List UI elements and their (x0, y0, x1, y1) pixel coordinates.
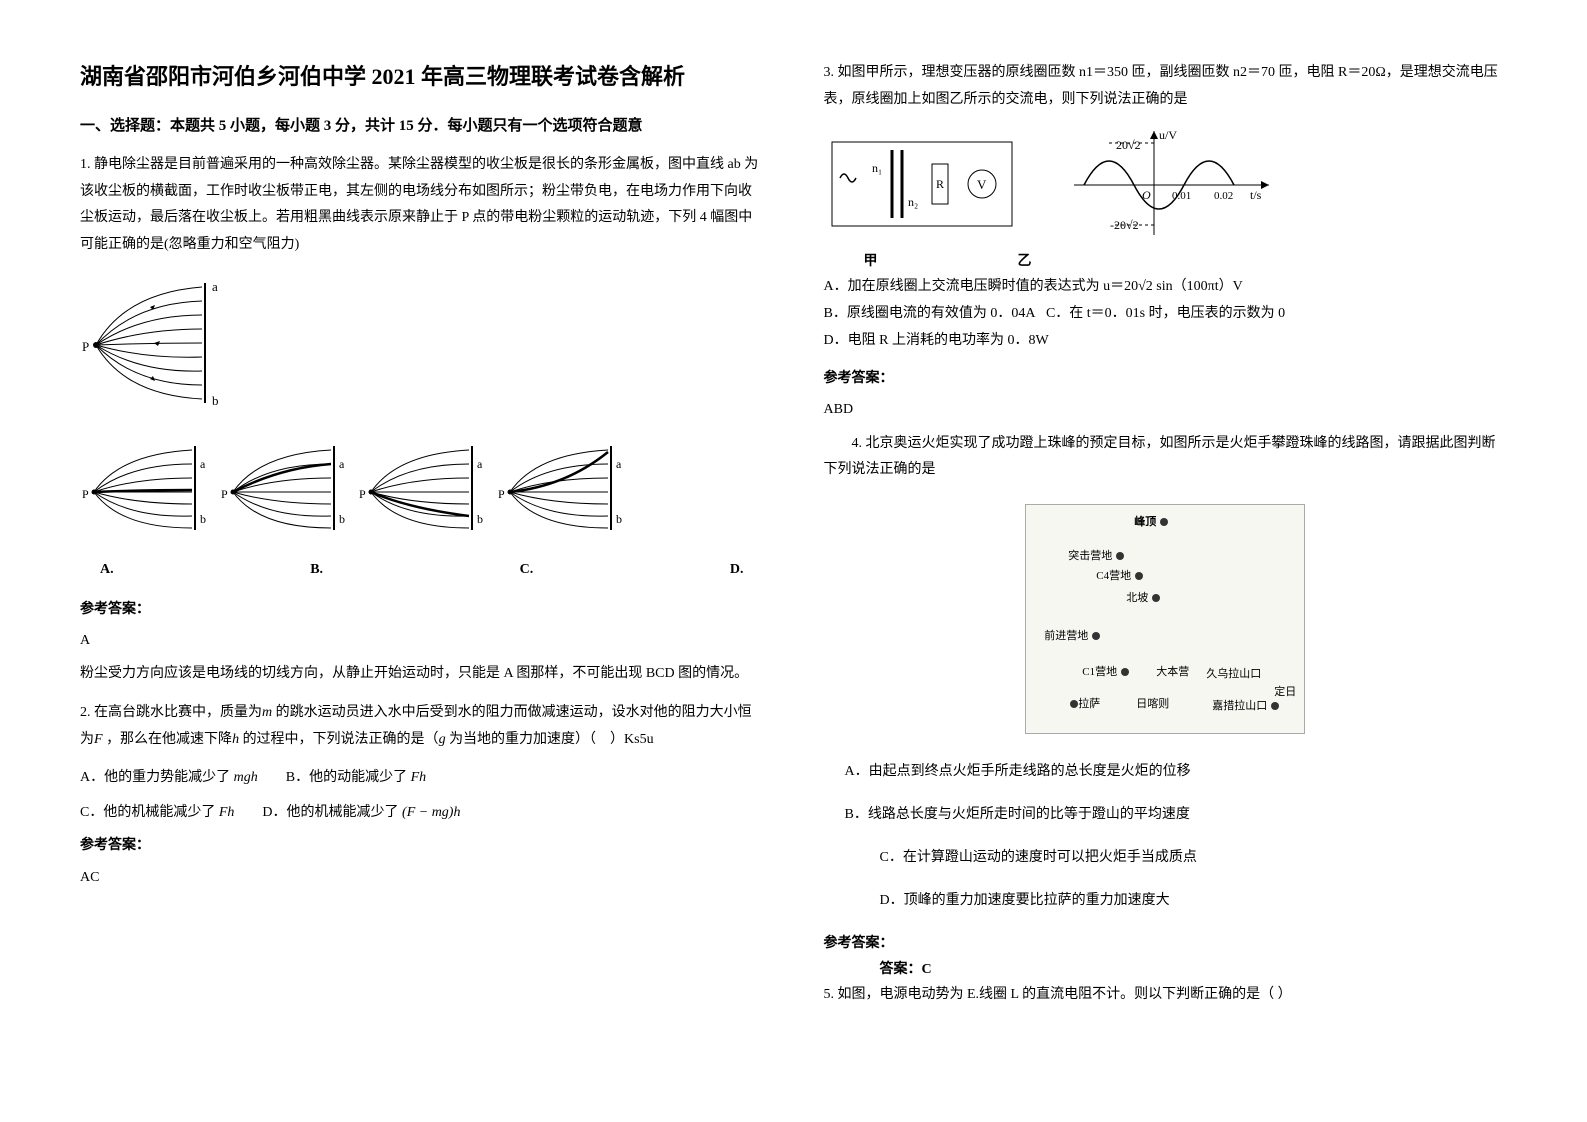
q2-optA: A．他的重力势能减少了 mgh B．他的动能减少了 Fh (80, 765, 764, 790)
q1-optD-figure: a b P (496, 438, 631, 547)
svg-text:0.02: 0.02 (1214, 190, 1233, 202)
svg-text:u/V: u/V (1159, 128, 1177, 142)
svg-text:a: a (212, 279, 218, 294)
svg-text:a: a (616, 457, 622, 471)
svg-text:P: P (82, 339, 89, 354)
svg-text:20√2: 20√2 (1116, 138, 1141, 152)
q2-answer-label: 参考答案： (80, 833, 764, 858)
q4-optB: B．线路总长度与火炬所走时间的比等于蹬山的平均速度 (824, 802, 1508, 827)
svg-text:P: P (498, 487, 505, 501)
svg-text:t/s: t/s (1250, 188, 1262, 202)
q1-option-figures: a b P a b (80, 438, 764, 582)
q1-optC-figure: a b P (357, 438, 492, 547)
svg-text:a: a (477, 457, 483, 471)
q4-answer-label: 参考答案： (824, 931, 1508, 956)
svg-text:O: O (1142, 188, 1151, 202)
q3-cap-b: 乙 (1018, 249, 1032, 274)
q1-answer: A (80, 628, 764, 653)
q1-optA-figure: a b P (80, 438, 215, 547)
svg-text:P: P (359, 487, 366, 501)
q3-cap-a: 甲 (864, 249, 878, 274)
q4-optA: A．由起点到终点火炬手所走线路的总长度是火炬的位移 (824, 759, 1508, 784)
q1-optB-label: B. (310, 557, 323, 582)
q2-text-a: 2. 在高台跳水比赛中，质量为 (80, 705, 262, 720)
svg-text:0.01: 0.01 (1172, 190, 1191, 202)
svg-text:b: b (477, 512, 483, 526)
right-column: 3. 如图甲所示，理想变压器的原线圈匝数 n1＝350 匝，副线圈匝数 n2＝7… (824, 60, 1508, 1020)
question-4: 4. 北京奥运火炬实现了成功蹬上珠峰的预定目标，如图所示是火炬手攀蹬珠峰的线路图… (824, 431, 1508, 484)
svg-text:a: a (200, 457, 206, 471)
svg-text:R: R (936, 177, 944, 191)
q2-optC: C．他的机械能减少了 Fh D．他的机械能减少了 (F − mg)h (80, 800, 764, 825)
section1-heading: 一、选择题：本题共 5 小题，每小题 3 分，共计 15 分．每小题只有一个选项… (80, 113, 764, 140)
svg-text:P: P (221, 487, 228, 501)
q1-answer-label: 参考答案： (80, 597, 764, 622)
q2-text-c: ，那么在他减速下降 (106, 732, 232, 747)
svg-text:P: P (82, 487, 89, 501)
svg-text:b: b (616, 512, 622, 526)
q3-answer: ABD (824, 397, 1508, 422)
q1-optD-label: D. (730, 557, 744, 582)
question-3: 3. 如图甲所示，理想变压器的原线圈匝数 n1＝350 匝，副线圈匝数 n2＝7… (824, 60, 1508, 113)
svg-text:n₂: n₂ (908, 195, 918, 209)
q4-answer: 答案：C (824, 957, 1508, 982)
q1-optA-label: A. (100, 557, 114, 582)
q1-text: 1. 静电除尘器是目前普遍采用的一种高效除尘器。某除尘器模型的收尘板是很长的条形… (80, 157, 758, 252)
q4-map-figure: 峰顶 突击营地 C4营地 北坡 前进营地 C1营地 大本营 久乌拉山口 拉萨 日… (1025, 504, 1305, 734)
svg-text:n₁: n₁ (872, 161, 882, 175)
question-1: 1. 静电除尘器是目前普遍采用的一种高效除尘器。某除尘器模型的收尘板是很长的条形… (80, 152, 764, 258)
q2-answer: AC (80, 865, 764, 890)
svg-text:b: b (339, 512, 345, 526)
q4-optC: C．在计算蹬山运动的速度时可以把火炬手当成质点 (824, 845, 1508, 870)
q3-answer-label: 参考答案： (824, 366, 1508, 391)
q4-optD: D．顶峰的重力加速度要比拉萨的重力加速度大 (824, 888, 1508, 913)
q2-text-e: 为当地的重力加速度）（ ）Ks5u (449, 732, 654, 747)
paper-title: 湖南省邵阳市河伯乡河伯中学 2021 年高三物理联考试卷含解析 (80, 60, 764, 93)
svg-text:a: a (339, 457, 345, 471)
question-5: 5. 如图，电源电动势为 E.线圈 L 的直流电阻不计。则以下判断正确的是（ ） (824, 982, 1508, 1009)
left-column: 湖南省邵阳市河伯乡河伯中学 2021 年高三物理联考试卷含解析 一、选择题：本题… (80, 60, 764, 1020)
q1-optC-label: C. (520, 557, 534, 582)
q1-explain: 粉尘受力方向应该是电场线的切线方向，从静止开始运动时，只能是 A 图那样，不可能… (80, 661, 764, 688)
svg-text:b: b (212, 393, 219, 408)
svg-text:b: b (200, 512, 206, 526)
svg-text:V: V (977, 177, 987, 192)
q1-optB-figure: a b P (219, 438, 354, 547)
q3-options: A．加在原线圈上交流电压瞬时值的表达式为 u＝202 sin（100πt）V B… (824, 274, 1508, 354)
question-2: 2. 在高台跳水比赛中，质量为m 的跳水运动员进入水中后受到水的阻力而做减速运动… (80, 700, 764, 753)
q1-main-figure: a b P (80, 273, 764, 422)
q2-text-d: 的过程中，下列说法正确的是（ (243, 732, 439, 747)
q3-figure: n₁ n₂ R V u/V t/s O 20√2 -20√2 (824, 125, 1508, 245)
